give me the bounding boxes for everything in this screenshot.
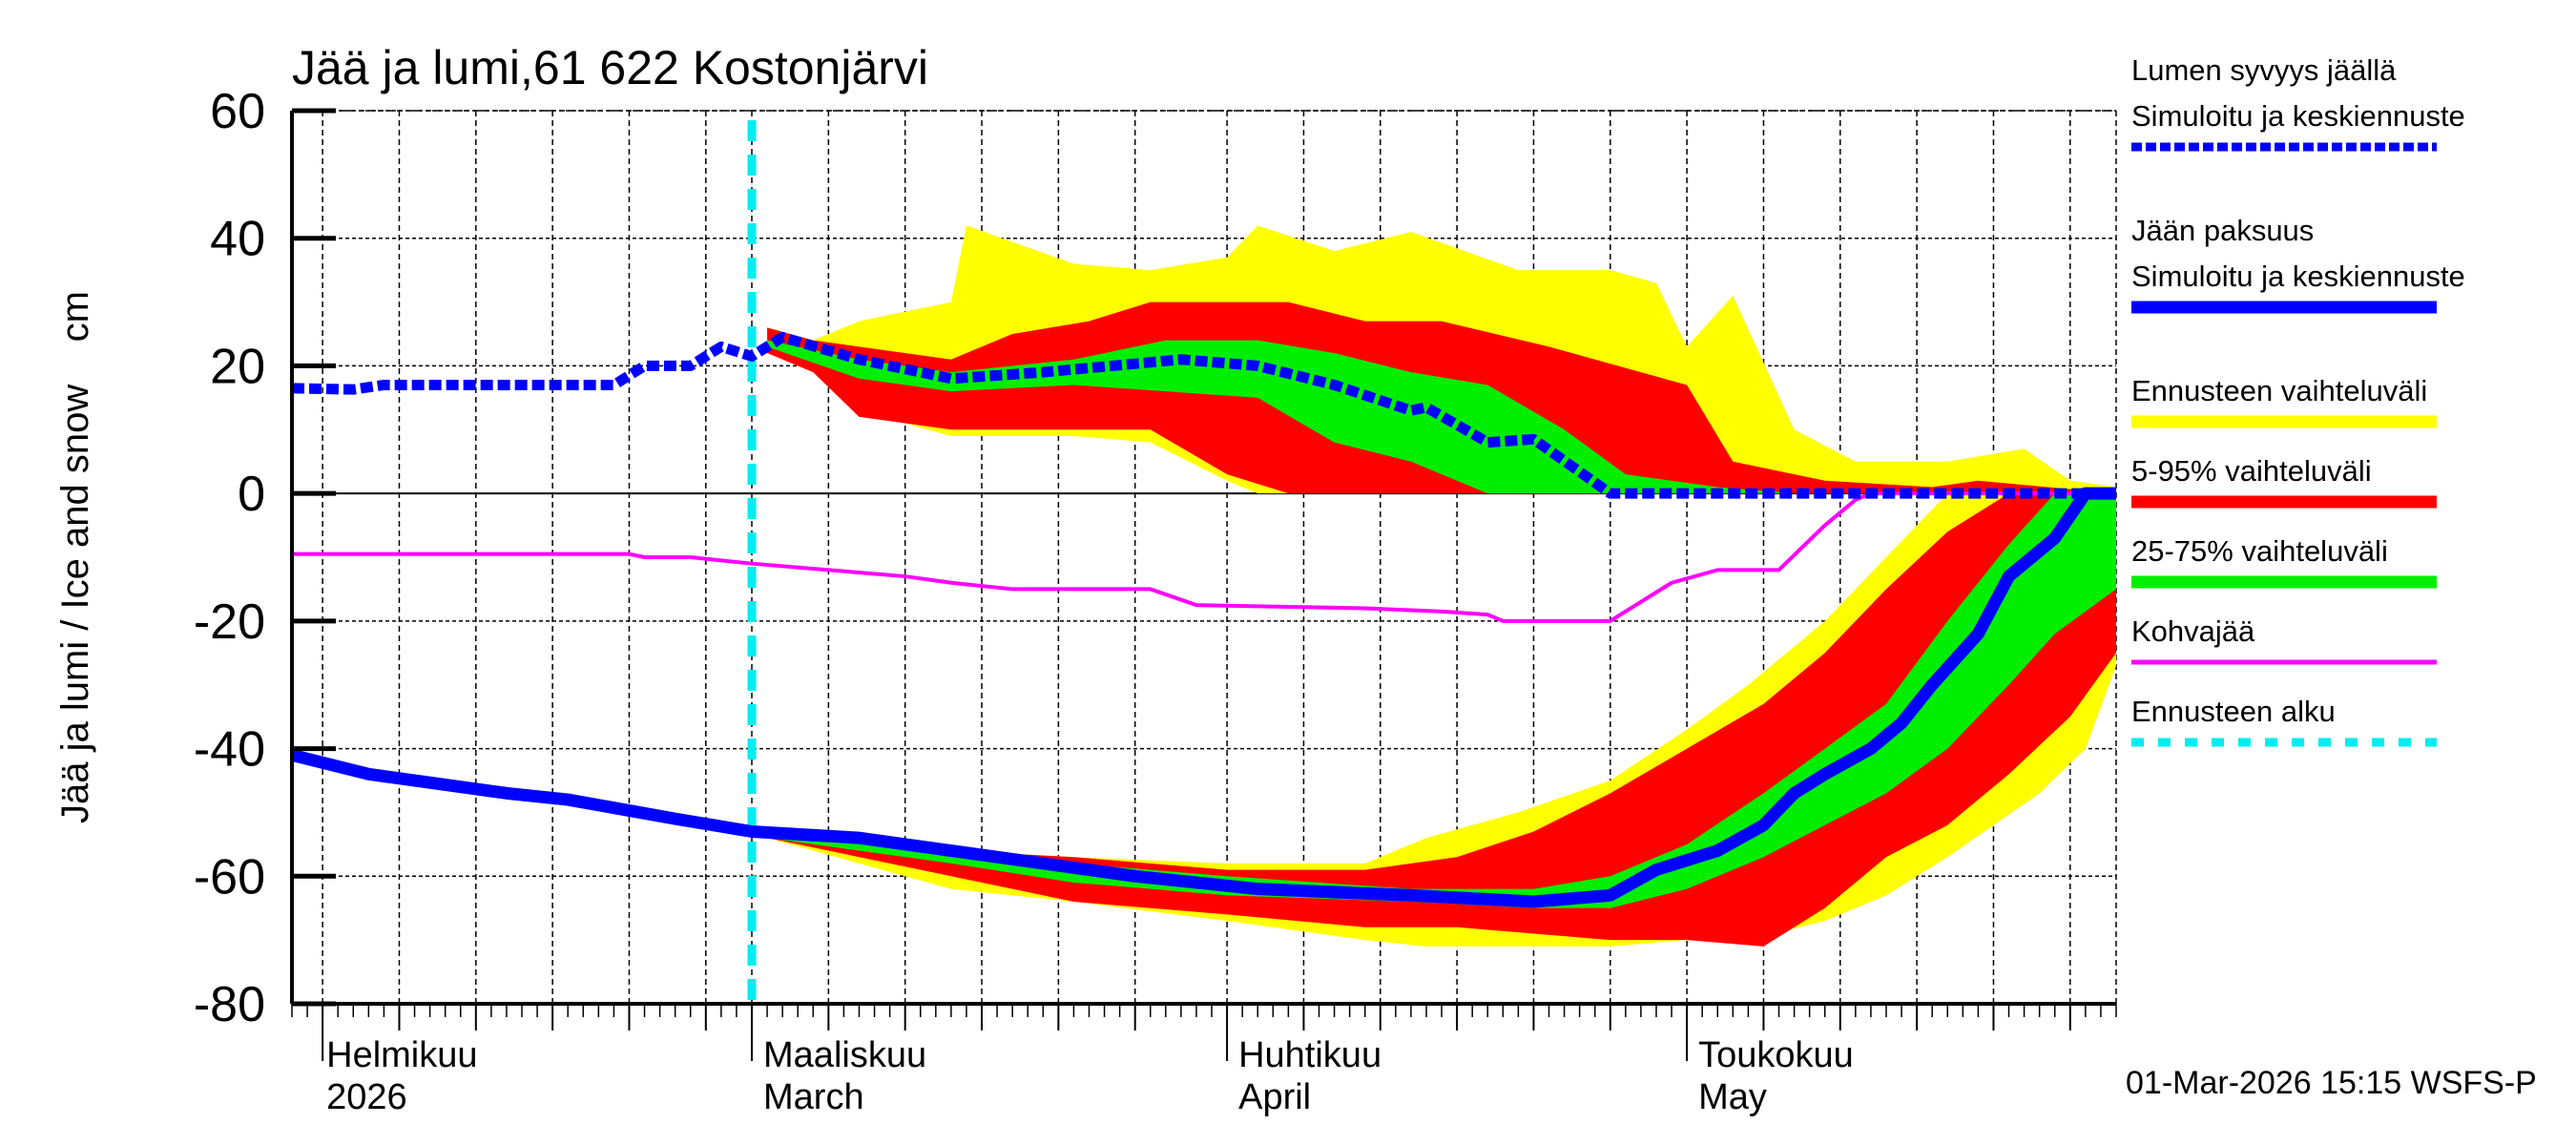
y-tick-label: -20	[194, 594, 265, 650]
chart-title: Jää ja lumi,61 622 Kostonjärvi	[292, 41, 928, 94]
month-label-fi: Helmikuu	[326, 1035, 477, 1075]
timestamp: 01-Mar-2026 15:15 WSFS-P	[2126, 1065, 2537, 1101]
y-tick-label: -80	[194, 977, 265, 1032]
month-label-en: March	[763, 1077, 864, 1117]
legend-label: Jään paksuus	[2131, 214, 2314, 247]
legend: Lumen syvyys jäällä Simuloitu ja keskienn…	[2131, 53, 2465, 747]
y-axis-label: Jää ja lumi / Ice and snow cm	[54, 291, 96, 823]
series-lines	[290, 120, 2116, 1004]
y-tick-label: -40	[194, 722, 265, 778]
month-label-fi: Maaliskuu	[763, 1035, 926, 1075]
month-label-en: April	[1238, 1077, 1311, 1117]
legend-label: Simuloitu ja keskiennuste	[2131, 260, 2465, 293]
y-tick-label: 40	[210, 212, 265, 267]
legend-label: Ennusteen vaihteluväli	[2131, 374, 2427, 407]
y-tick-label: 60	[210, 84, 265, 139]
ice-line	[290, 487, 2116, 908]
y-tick-label: -60	[194, 849, 265, 905]
slush-line	[292, 491, 2116, 623]
legend-label: Lumen syvyys jäällä	[2131, 53, 2397, 87]
month-label-en: 2026	[326, 1077, 407, 1117]
month-label-fi: Toukokuu	[1698, 1035, 1854, 1075]
legend-label: Simuloitu ja keskiennuste	[2131, 99, 2465, 133]
month-label-fi: Huhtikuu	[1238, 1035, 1381, 1075]
legend-label: Kohvajää	[2131, 614, 2255, 648]
snow-band-p25-75	[767, 340, 1795, 494]
y-tick-label: 20	[210, 339, 265, 394]
snow-line	[291, 331, 2116, 499]
month-label-en: May	[1698, 1077, 1767, 1117]
legend-label: Ennusteen alku	[2131, 695, 2336, 728]
legend-label: 25-75% vaihteluväli	[2131, 534, 2388, 568]
y-tick-label: 0	[238, 467, 265, 522]
legend-label: 5-95% vaihteluväli	[2131, 454, 2372, 488]
